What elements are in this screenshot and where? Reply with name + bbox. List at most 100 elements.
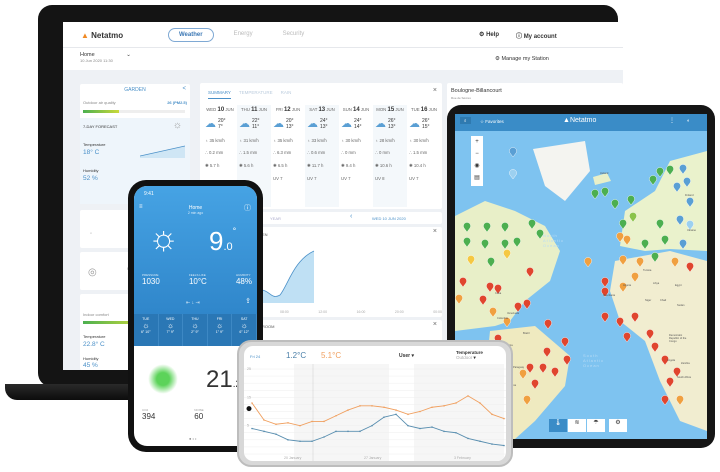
- tab-summary[interactable]: SUMMARY: [208, 90, 231, 99]
- station-pin[interactable]: [501, 222, 509, 233]
- account-link[interactable]: ⓘ My account: [516, 31, 557, 40]
- station-pin[interactable]: [523, 395, 531, 406]
- thermometer-icon[interactable]: 🌡︎: [549, 419, 567, 432]
- station-pin[interactable]: [623, 332, 631, 343]
- station-pin[interactable]: [686, 262, 694, 273]
- station-pin[interactable]: [676, 215, 684, 226]
- station-pin[interactable]: [479, 295, 487, 306]
- settings-icon[interactable]: ⚙: [609, 419, 627, 432]
- station-pin[interactable]: [544, 319, 552, 330]
- menu-icon[interactable]: ≡: [139, 204, 143, 210]
- station-pin[interactable]: [656, 219, 664, 230]
- station-pin[interactable]: [629, 212, 637, 223]
- chevron-left-icon[interactable]: ‹: [350, 213, 353, 220]
- station-pin[interactable]: [519, 369, 527, 380]
- station-pin[interactable]: [459, 277, 467, 288]
- station-pin[interactable]: [494, 284, 502, 295]
- station-pin[interactable]: [683, 177, 691, 188]
- search-icon[interactable]: ⌕: [460, 117, 471, 124]
- station-pin[interactable]: [673, 182, 681, 193]
- station-pin[interactable]: [543, 347, 551, 358]
- zoom-out-button[interactable]: −: [475, 151, 479, 157]
- layers-icon[interactable]: ▤: [474, 175, 480, 181]
- station-pin[interactable]: [601, 277, 609, 288]
- forecast-day[interactable]: WED ☼ 7° 9°: [159, 314, 184, 346]
- forecast-day[interactable]: SAT ☼ 6° 12°: [232, 314, 257, 346]
- station-pin[interactable]: [528, 219, 536, 230]
- station-pin[interactable]: [563, 355, 571, 366]
- station-pin[interactable]: [676, 395, 684, 406]
- forecast-day[interactable]: TUE ☼ 6° 10°: [134, 314, 159, 346]
- station-pin[interactable]: [584, 257, 592, 268]
- station-pin[interactable]: [631, 272, 639, 283]
- temperature-line-chart[interactable]: 25 15 5 20 January 27 January 3 February: [244, 364, 506, 461]
- home-selector[interactable]: Home ⌄ 10 Jun 2020 11:30: [80, 52, 131, 63]
- period-label[interactable]: YEAR: [270, 216, 281, 221]
- page-dots[interactable]: ● • •: [189, 436, 197, 441]
- station-pin[interactable]: [486, 282, 494, 293]
- station-pin[interactable]: [514, 302, 522, 313]
- zoom-in-button[interactable]: +: [475, 139, 479, 145]
- station-pin[interactable]: [661, 235, 669, 246]
- station-pin[interactable]: [651, 252, 659, 263]
- station-pin[interactable]: [455, 294, 463, 305]
- metric-dropdown[interactable]: Temperature Outdoor ▾: [456, 350, 483, 360]
- station-pin[interactable]: [467, 255, 475, 266]
- station-pin[interactable]: [679, 164, 687, 175]
- station-pin[interactable]: [679, 239, 687, 250]
- station-pin[interactable]: [671, 257, 679, 268]
- station-pin[interactable]: [503, 249, 511, 260]
- manage-station-button[interactable]: ⚙ Manage my Station: [495, 56, 549, 62]
- station-pin[interactable]: [536, 229, 544, 240]
- station-pin[interactable]: [611, 199, 619, 210]
- station-pin[interactable]: [489, 307, 497, 318]
- station-pin[interactable]: [686, 220, 694, 231]
- station-pin[interactable]: [623, 235, 631, 246]
- account-icon[interactable]: ◐: [687, 118, 691, 124]
- station-pin[interactable]: [526, 363, 534, 374]
- station-pin[interactable]: [463, 222, 471, 233]
- station-pin[interactable]: [666, 377, 674, 388]
- rain-icon[interactable]: ☂: [587, 419, 605, 432]
- station-pin[interactable]: [531, 379, 539, 390]
- station-pin[interactable]: [619, 282, 627, 293]
- scrub-handle[interactable]: [246, 406, 252, 412]
- station-pin[interactable]: [539, 363, 547, 374]
- station-pin[interactable]: [631, 312, 639, 323]
- menu-icon[interactable]: ⋮: [669, 118, 675, 124]
- close-icon[interactable]: ×: [432, 228, 437, 235]
- station-pin[interactable]: [661, 395, 669, 406]
- locate-icon[interactable]: ◉: [474, 163, 480, 169]
- close-icon[interactable]: ×: [432, 321, 437, 328]
- station-pin[interactable]: [483, 222, 491, 233]
- station-pin[interactable]: [656, 167, 664, 178]
- forecast-day[interactable]: SAT 13 JUN ☁ 24° 13° ♁ 33 km/h ∴ 0.6 mm ✺ …: [305, 105, 339, 207]
- station-pin[interactable]: [513, 237, 521, 248]
- station-pin[interactable]: [601, 287, 609, 298]
- share-icon[interactable]: <: [182, 86, 186, 92]
- station-pin[interactable]: [649, 175, 657, 186]
- station-pin[interactable]: [673, 367, 681, 378]
- station-pin[interactable]: [601, 312, 609, 323]
- station-pin[interactable]: [616, 317, 624, 328]
- forecast-day[interactable]: MON 15 JUN ☁ 26° 13° ♁ 28 km/h ∴ 0 mm ✺ 10…: [373, 105, 407, 207]
- forecast-day[interactable]: WED 10 JUN ☁ 20° 7° ♁ 35 km/h ∴ 0.2 mm ✺ 5…: [203, 105, 237, 207]
- info-icon[interactable]: ⓘ: [244, 205, 251, 212]
- station-pin[interactable]: [651, 342, 659, 353]
- station-pin[interactable]: [641, 239, 649, 250]
- station-pin[interactable]: [503, 317, 511, 328]
- tab-weather[interactable]: Weather: [168, 28, 214, 42]
- share-icon[interactable]: ⇪: [245, 298, 251, 305]
- station-pin[interactable]: [619, 255, 627, 266]
- station-pin[interactable]: [646, 329, 654, 340]
- station-pin[interactable]: [636, 257, 644, 268]
- help-link[interactable]: ⚙ Help: [479, 31, 499, 38]
- user-dropdown[interactable]: User ▾: [399, 353, 415, 359]
- station-pin[interactable]: [627, 195, 635, 206]
- tab-rain[interactable]: RAIN: [280, 90, 292, 95]
- station-pin[interactable]: [481, 239, 489, 250]
- station-pin[interactable]: [666, 165, 674, 176]
- station-pin[interactable]: [686, 197, 694, 208]
- forecast-day[interactable]: TUE 16 JUN ☁ 26° 15° ♁ 30 km/h ∴ 1.5 mm ✺ …: [407, 105, 441, 207]
- station-pin[interactable]: [526, 267, 534, 278]
